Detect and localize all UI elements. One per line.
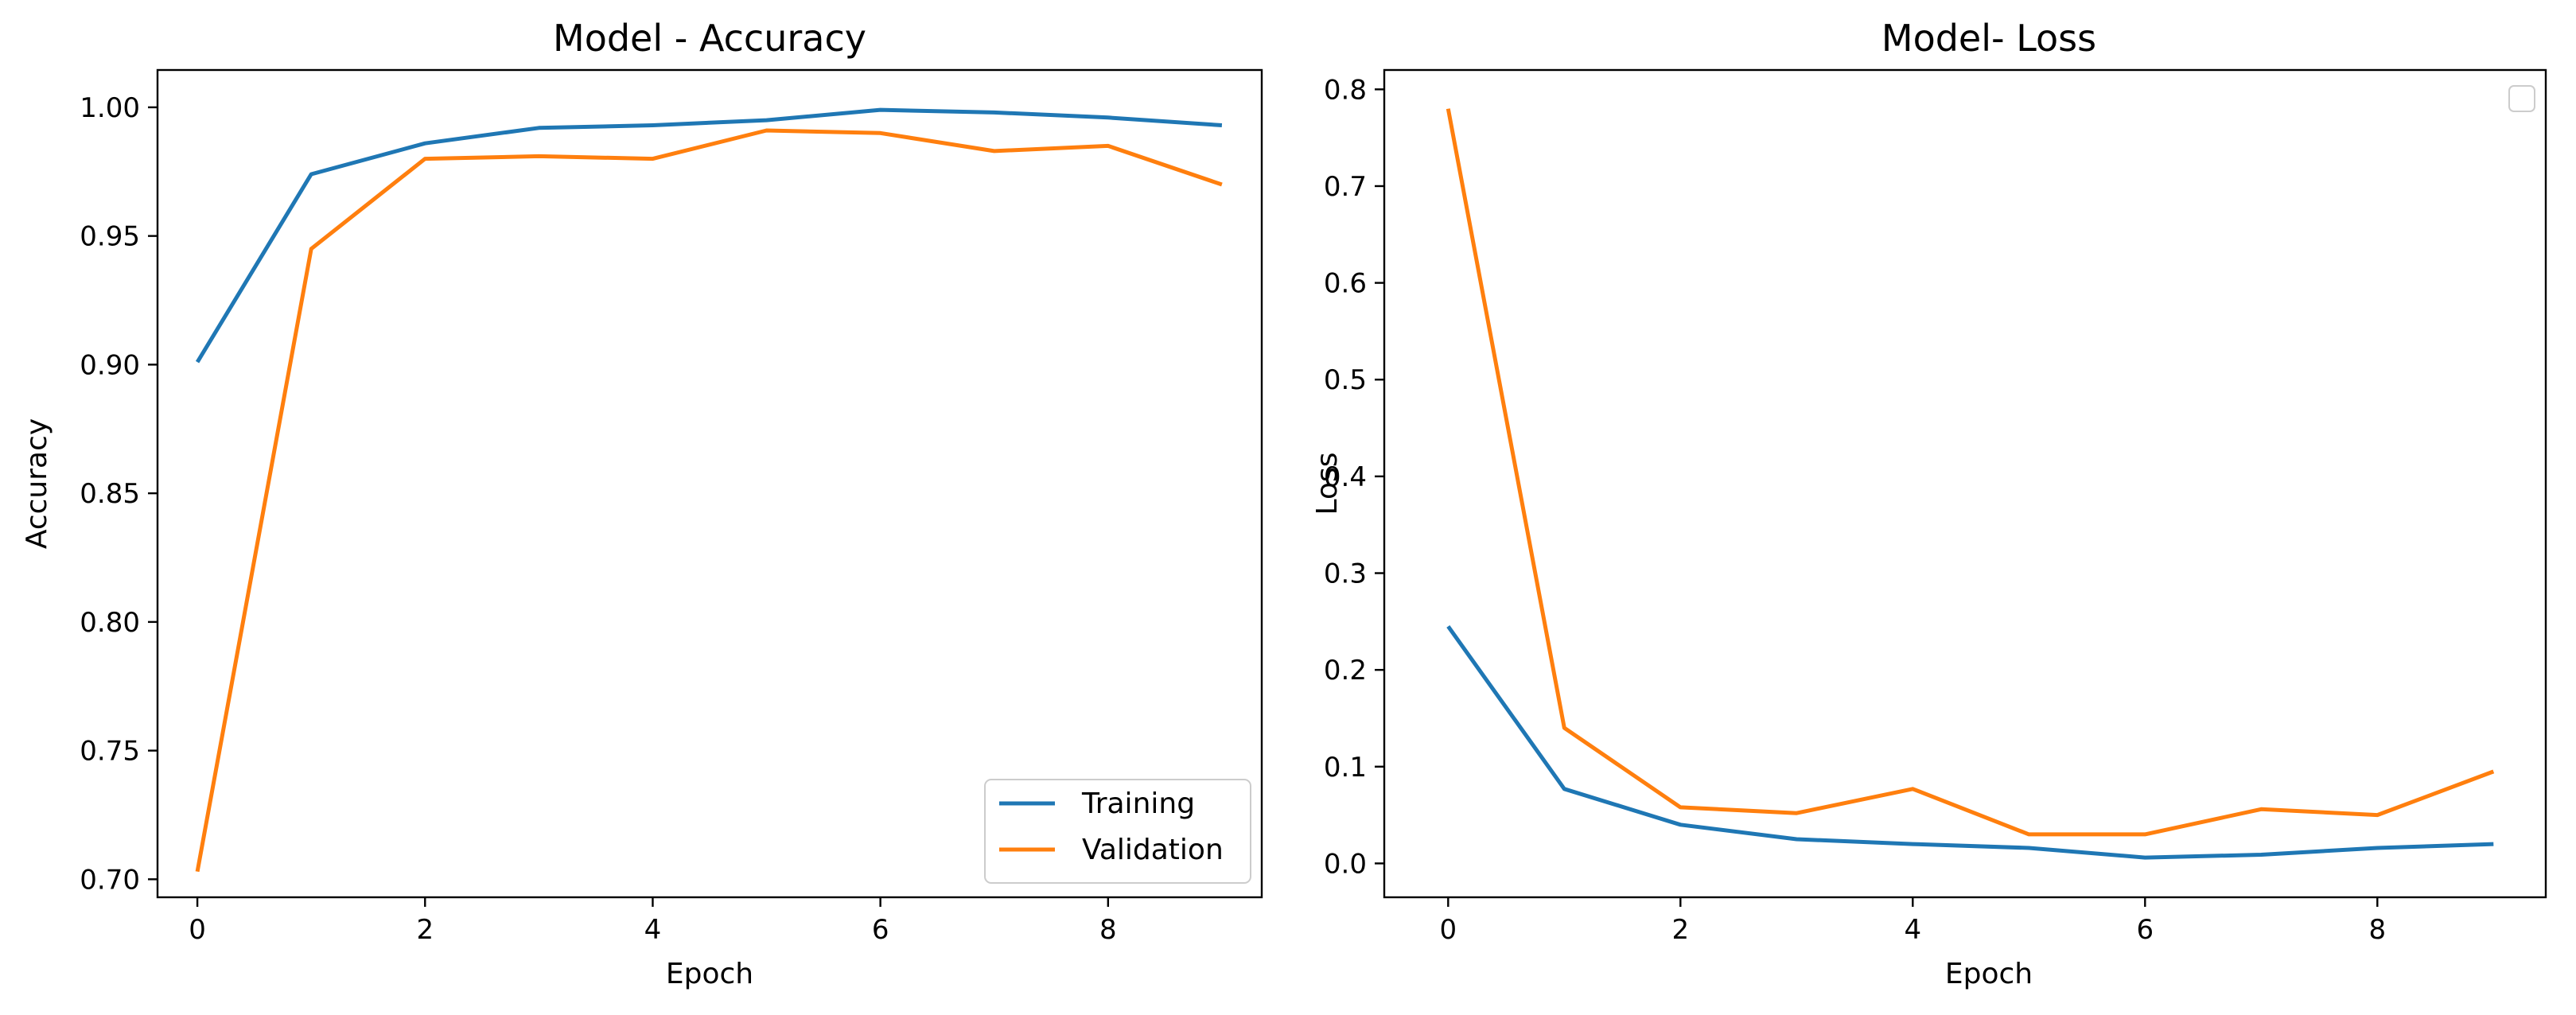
- accuracy-y-tick-label: 0.90: [80, 349, 140, 381]
- accuracy-y-tick-label: 0.95: [80, 221, 140, 253]
- loss-chart-title: Model- Loss: [1881, 17, 2096, 60]
- loss-y-tick-label: 0.5: [1324, 364, 1367, 396]
- accuracy-x-axis-label: Epoch: [666, 958, 753, 990]
- accuracy-y-tick-label: 0.70: [80, 864, 140, 896]
- loss-x-tick-label: 8: [2368, 914, 2386, 946]
- accuracy-x-tick-label: 0: [189, 914, 206, 946]
- accuracy-validation-line: [195, 128, 1223, 873]
- accuracy-x-tick-label: 2: [416, 914, 434, 946]
- loss-y-axis-label: Loss: [1311, 453, 1344, 515]
- accuracy-x-tick-label: 8: [1099, 914, 1117, 946]
- loss-y-tick-label: 0.6: [1324, 268, 1367, 300]
- accuracy-y-axis-label: Accuracy: [21, 418, 53, 549]
- legend-training-label: Training: [1081, 788, 1195, 820]
- loss-y-ticks: 0.0 0.1 0.2 0.3 0.4 0.5 0.6 0.7 0.8: [1324, 74, 1384, 880]
- loss-y-tick-label: 0.7: [1324, 171, 1367, 203]
- loss-legend-empty-box: [2508, 85, 2535, 112]
- accuracy-chart-title: Model - Accuracy: [553, 17, 866, 60]
- accuracy-training-line: [195, 107, 1223, 364]
- loss-x-tick-label: 6: [2136, 914, 2154, 946]
- legend-validation-label: Validation: [1082, 834, 1224, 866]
- loss-y-tick-label: 0.3: [1324, 558, 1367, 590]
- loss-training-line: [1446, 624, 2494, 860]
- accuracy-x-ticks: 0 2 4 6 8: [189, 897, 1117, 946]
- accuracy-x-tick-label: 6: [872, 914, 889, 946]
- loss-series: [1446, 108, 2495, 860]
- loss-x-tick-label: 0: [1439, 914, 1457, 946]
- accuracy-y-tick-label: 1.00: [80, 92, 140, 124]
- loss-plot-frame: [1383, 68, 2547, 899]
- accuracy-legend: Training Validation: [984, 779, 1251, 884]
- accuracy-y-tick-label: 0.85: [80, 478, 140, 510]
- accuracy-x-tick-label: 4: [644, 914, 662, 946]
- loss-x-tick-label: 4: [1904, 914, 1921, 946]
- accuracy-series: [195, 107, 1223, 873]
- loss-y-tick-label: 0.0: [1324, 848, 1367, 880]
- loss-x-ticks: 0 2 4 6 8: [1439, 897, 2386, 946]
- accuracy-y-tick-label: 0.80: [80, 607, 140, 639]
- loss-x-axis-label: Epoch: [1945, 958, 2033, 990]
- accuracy-plot-frame: [156, 68, 1263, 899]
- loss-x-tick-label: 2: [1671, 914, 1689, 946]
- loss-y-tick-label: 0.4: [1324, 461, 1367, 493]
- loss-y-tick-label: 0.8: [1324, 74, 1367, 106]
- loss-y-tick-label: 0.2: [1324, 655, 1367, 686]
- accuracy-y-tick-label: 0.75: [80, 736, 140, 768]
- loss-y-tick-label: 0.1: [1324, 752, 1367, 784]
- loss-validation-line: [1446, 108, 2495, 837]
- accuracy-y-ticks: 0.70 0.75 0.80 0.85 0.90 0.95 1.00: [80, 92, 158, 896]
